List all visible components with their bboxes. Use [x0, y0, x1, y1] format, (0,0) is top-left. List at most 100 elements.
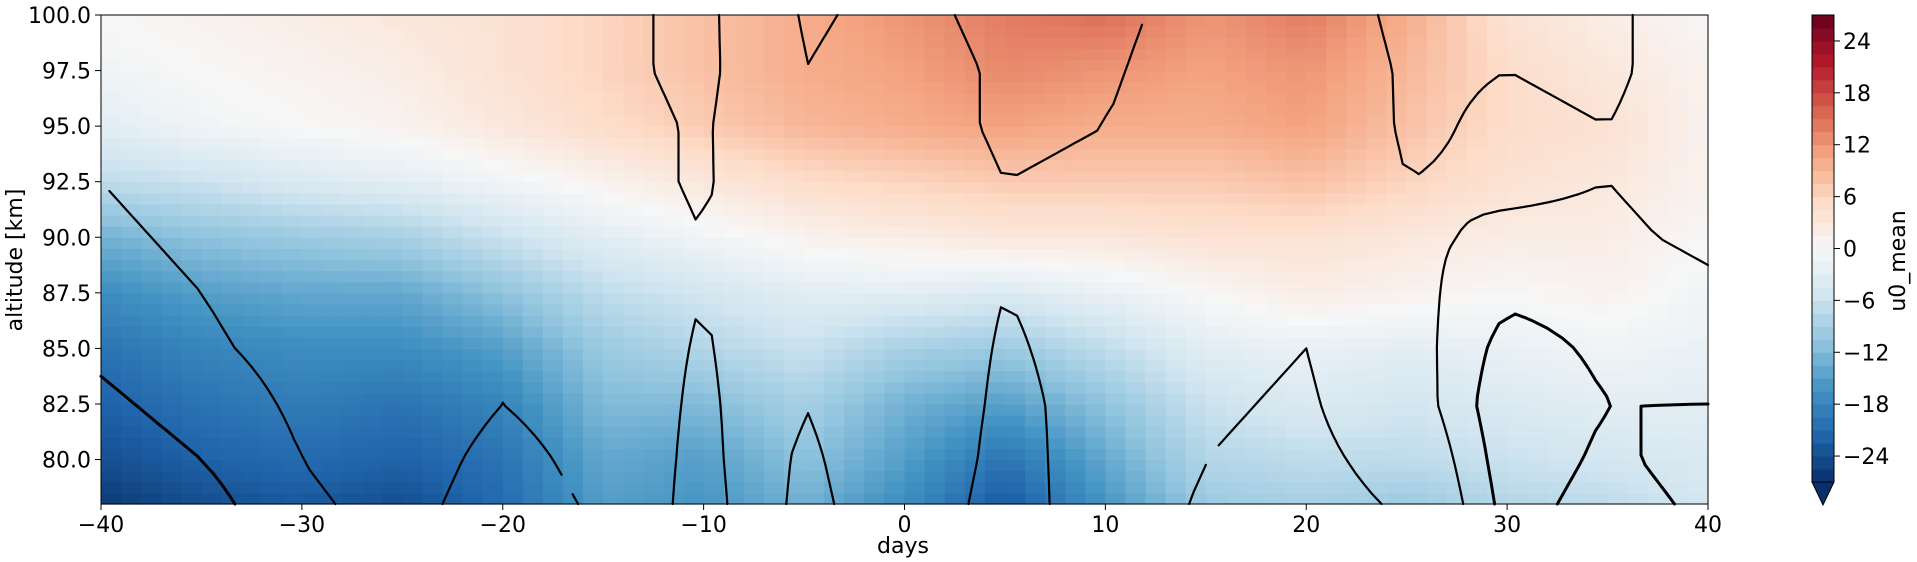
heatmap-cell	[1567, 70, 1589, 83]
heatmap-cell	[1105, 159, 1127, 172]
heatmap-cell	[703, 415, 725, 427]
heatmap-cell	[683, 59, 705, 72]
heatmap-cell	[783, 170, 805, 183]
heatmap-cell	[141, 181, 162, 194]
heatmap-cell	[1286, 248, 1307, 261]
heatmap-cell	[1266, 181, 1287, 194]
heatmap-cell	[1667, 237, 1689, 249]
heatmap-cell	[1245, 115, 1267, 127]
heatmap-cell	[1687, 81, 1709, 94]
heatmap-cell	[1306, 426, 1327, 438]
heatmap-cell	[1025, 403, 1046, 416]
heatmap-cell	[422, 392, 444, 405]
heatmap-cell	[442, 159, 464, 172]
heatmap-cell	[783, 281, 805, 294]
heatmap-cell	[1426, 403, 1448, 416]
heatmap-cell	[1306, 259, 1327, 272]
heatmap-cell	[984, 159, 1006, 172]
heatmap-cell	[563, 226, 584, 238]
heatmap-cell	[161, 348, 182, 361]
heatmap-cell	[1346, 192, 1368, 205]
heatmap-cell	[783, 315, 805, 327]
heatmap-cell	[623, 115, 644, 127]
heatmap-cell	[1125, 59, 1147, 72]
heatmap-cell	[542, 437, 564, 450]
heatmap-cell	[1446, 259, 1468, 272]
heatmap-cell	[201, 381, 223, 394]
heatmap-cell	[1607, 270, 1629, 283]
heatmap-cell	[783, 381, 805, 394]
heatmap-cell	[1487, 292, 1508, 305]
heatmap-cell	[321, 159, 343, 172]
heatmap-cell	[1165, 370, 1187, 383]
heatmap-cell	[1326, 370, 1348, 383]
heatmap-cell	[1426, 248, 1448, 261]
heatmap-cell	[1205, 403, 1227, 416]
heatmap-cell	[502, 470, 524, 483]
heatmap-cell	[563, 70, 584, 83]
heatmap-cell	[261, 492, 283, 505]
heatmap-cell	[1085, 270, 1106, 283]
heatmap-cell	[482, 348, 504, 361]
heatmap-cell	[1366, 48, 1388, 61]
heatmap-cell	[422, 192, 444, 205]
heatmap-cell	[1627, 392, 1649, 405]
heatmap-cell	[1567, 126, 1589, 138]
heatmap-cell	[281, 126, 303, 138]
heatmap-cell	[1587, 315, 1609, 327]
heatmap-cell	[1466, 248, 1488, 261]
heatmap-cell	[1145, 248, 1167, 261]
heatmap-cell	[1185, 326, 1207, 338]
heatmap-cell	[462, 26, 484, 38]
heatmap-cell	[703, 37, 725, 49]
heatmap-cell	[1045, 437, 1066, 450]
heatmap-cell	[1487, 15, 1508, 27]
heatmap-cell	[844, 70, 865, 83]
heatmap-cell	[1667, 115, 1689, 127]
heatmap-cell	[422, 126, 444, 138]
heatmap-cell	[804, 370, 825, 383]
heatmap-cell	[1004, 381, 1026, 394]
heatmap-cell	[824, 337, 845, 350]
heatmap-cell	[884, 37, 906, 49]
heatmap-cell	[1607, 148, 1629, 161]
heatmap-cell	[1165, 270, 1187, 283]
heatmap-cell	[643, 315, 665, 327]
heatmap-cell	[121, 426, 142, 438]
heatmap-cell	[884, 115, 906, 127]
heatmap-cell	[241, 203, 263, 216]
heatmap-cell	[1205, 148, 1227, 161]
heatmap-cell	[161, 481, 182, 494]
heatmap-cell	[1185, 270, 1207, 283]
heatmap-cell	[321, 348, 343, 361]
heatmap-cell	[1607, 470, 1629, 483]
heatmap-cell	[402, 181, 423, 194]
heatmap-cell	[1627, 281, 1649, 294]
heatmap-cell	[1346, 15, 1368, 27]
heatmap-cell	[1205, 392, 1227, 405]
heatmap-cell	[583, 70, 604, 83]
heatmap-cell	[824, 248, 845, 261]
heatmap-cell	[1346, 103, 1368, 116]
heatmap-cell	[1125, 48, 1147, 61]
heatmap-cell	[683, 470, 705, 483]
heatmap-cell	[442, 403, 464, 416]
heatmap-cell	[482, 437, 504, 450]
heatmap-cell	[301, 92, 323, 105]
heatmap-cell	[382, 48, 403, 61]
heatmap-cell	[1085, 392, 1106, 405]
heatmap-cell	[161, 281, 182, 294]
heatmap-cell	[121, 215, 142, 227]
heatmap-cell	[904, 226, 926, 238]
heatmap-cell	[643, 359, 665, 372]
heatmap-cell	[201, 192, 223, 205]
heatmap-cell	[864, 126, 886, 138]
heatmap-cell	[743, 337, 765, 350]
heatmap-cell	[342, 237, 363, 249]
heatmap-cell	[1165, 281, 1187, 294]
heatmap-cell	[261, 192, 283, 205]
heatmap-cell	[1547, 481, 1568, 494]
heatmap-cell	[1286, 192, 1307, 205]
heatmap-cell	[462, 137, 484, 149]
heatmap-cell	[1426, 181, 1448, 194]
